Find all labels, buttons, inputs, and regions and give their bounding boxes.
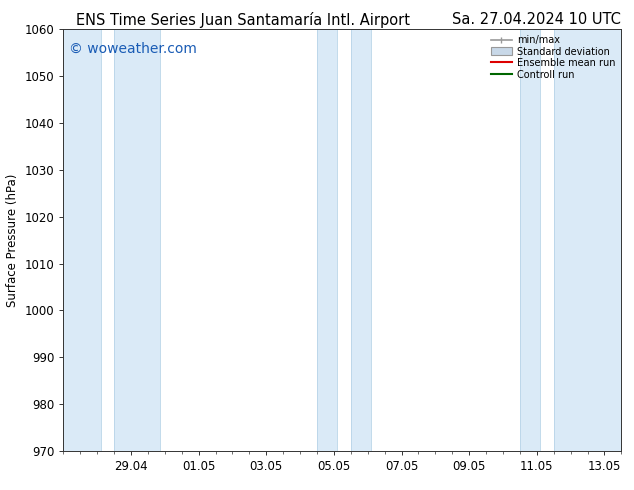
Bar	[114, 29, 160, 451]
Text: © woweather.com: © woweather.com	[69, 42, 197, 56]
Bar	[317, 29, 337, 451]
Text: Sa. 27.04.2024 10 UTC: Sa. 27.04.2024 10 UTC	[453, 12, 621, 27]
Text: ENS Time Series Juan Santamaría Intl. Airport: ENS Time Series Juan Santamaría Intl. Ai…	[76, 12, 410, 28]
Bar	[520, 29, 540, 451]
Bar	[351, 29, 371, 451]
Bar	[63, 29, 101, 451]
Bar	[553, 29, 621, 451]
Legend: min/max, Standard deviation, Ensemble mean run, Controll run: min/max, Standard deviation, Ensemble me…	[488, 32, 618, 82]
Y-axis label: Surface Pressure (hPa): Surface Pressure (hPa)	[6, 173, 19, 307]
